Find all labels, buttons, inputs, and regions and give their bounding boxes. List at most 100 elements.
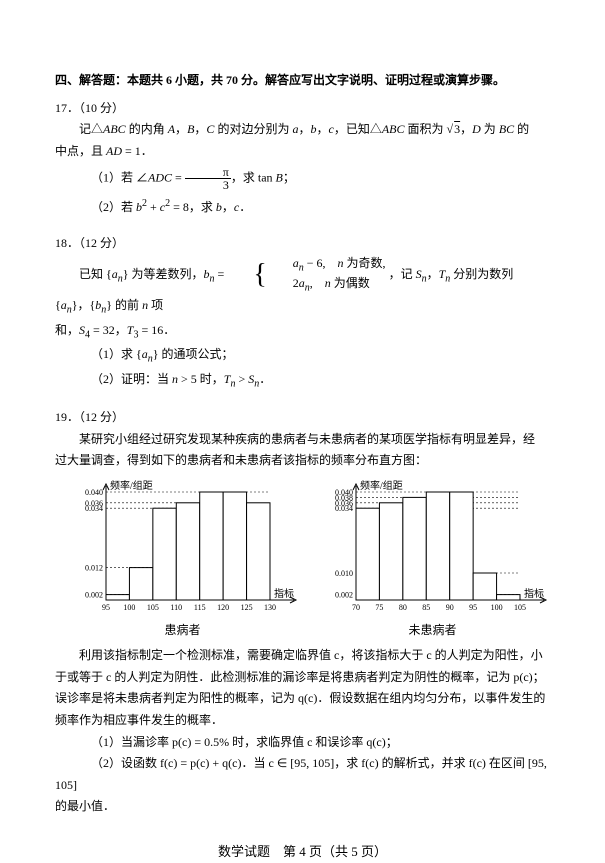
t: A <box>168 122 175 136</box>
t: 面积为 <box>405 122 447 136</box>
t: ， <box>175 122 187 136</box>
t: B <box>276 171 283 185</box>
svg-text:125: 125 <box>240 603 252 612</box>
t: ． <box>239 200 251 214</box>
t: ， <box>222 200 234 214</box>
q19-number: 19．（12 分） <box>55 407 550 429</box>
page-footer: 数学试题 第 4 页（共 5 页） <box>55 840 550 863</box>
q17-part2: （2）若 b2 + c2 = 8，求 b，c． <box>55 195 550 219</box>
svg-text:0.002: 0.002 <box>85 590 103 599</box>
t: （2）证明：当 <box>91 372 172 386</box>
q19-sub2a: （2）设函数 f(c) = p(c) + q(c)．当 c ∈ [95, 105… <box>55 753 550 796</box>
brace-icon: { <box>229 261 266 289</box>
t: 为 <box>481 122 499 136</box>
svg-text:75: 75 <box>375 603 383 612</box>
t: D <box>472 122 481 136</box>
svg-text:0.002: 0.002 <box>335 590 353 599</box>
t: − 6, <box>304 256 338 270</box>
q18-number: 18．（12 分） <box>55 233 550 255</box>
t: 的 <box>514 122 529 136</box>
t: ABC <box>382 122 405 136</box>
t: > <box>235 372 248 386</box>
t: = <box>215 267 228 281</box>
t: （1）若 ∠ <box>91 171 148 185</box>
t: } 的前 <box>106 298 142 312</box>
q19-sub2b: 的最小值． <box>55 796 550 818</box>
svg-text:100: 100 <box>490 603 502 612</box>
t: = <box>172 171 185 185</box>
t: 和， <box>55 323 79 337</box>
q19-p1: 利用该指标制定一个检测标准，需要确定临界值 c，将该指标大于 c 的人判定为阳性… <box>55 645 550 667</box>
chart2-wrap: 频率/组距指标0.0020.0100.0340.0360.0380.040707… <box>318 478 548 642</box>
svg-text:0.012: 0.012 <box>85 563 103 572</box>
svg-text:115: 115 <box>193 603 205 612</box>
t: 已知 { <box>79 267 112 281</box>
t: （2）若 <box>91 200 136 214</box>
t: 为奇数, <box>344 256 386 270</box>
chart2-histogram: 频率/组距指标0.0020.0100.0340.0360.0380.040707… <box>318 478 548 618</box>
q19-p4: 频率作为相应事件发生的概率． <box>55 710 550 732</box>
t: ，记 <box>389 267 416 281</box>
q19-body-line2: 过大量调查，得到如下的患病者和未患病者该指标的频率分布直方图： <box>55 450 550 472</box>
section-header: 四、解答题：本题共 6 小题，共 70 分。解答应写出文字说明、证明过程或演算步… <box>55 70 550 92</box>
q19-p3: 误诊率是将未患病者判定为阳性的概率，记为 q(c)．假设数据在组内均匀分布，以事… <box>55 688 550 710</box>
t: ， <box>316 122 328 136</box>
svg-text:指标: 指标 <box>274 587 294 600</box>
chart1-title: 患病者 <box>164 620 200 642</box>
t: ； <box>283 171 295 185</box>
t: BC <box>499 122 514 136</box>
q17-body-line1: 记△ABC 的内角 A，B，C 的对边分别为 a，b，c，已知△ABC 面积为 … <box>55 119 550 141</box>
t: + <box>147 200 160 214</box>
t: 中点，且 <box>55 144 106 158</box>
denominator: 3 <box>185 179 231 191</box>
t: ABC <box>103 122 126 136</box>
q18-part1: （1）求 {an} 的通项公式； <box>55 344 550 368</box>
fraction: π3 <box>185 166 231 191</box>
t: = 8，求 <box>170 200 216 214</box>
case2: 2an, n 为偶数 <box>269 275 386 295</box>
q17-part1: （1）若 ∠ADC = π3，求 tan B； <box>55 166 550 191</box>
t: ADC <box>148 171 172 185</box>
t: 为偶数 <box>331 276 370 290</box>
q18-body-line1: 已知 {an} 为等差数列，bn = { an − 6, n 为奇数, 2an,… <box>55 255 550 320</box>
svg-text:频率/组距: 频率/组距 <box>110 479 153 492</box>
t: ， <box>194 122 206 136</box>
piecewise: { an − 6, n 为奇数, 2an, n 为偶数 <box>227 255 385 296</box>
t: = 16． <box>138 323 175 337</box>
t: = 32， <box>90 323 127 337</box>
chart2-title: 未患病者 <box>408 620 456 642</box>
q17-number: 17．（10 分） <box>55 98 550 120</box>
svg-text:95: 95 <box>469 603 477 612</box>
q19-p2: 于或等于 c 的人判定为阴性．此检测标准的漏诊率是将患病者判定为阴性的概率，记为… <box>55 667 550 689</box>
svg-text:105: 105 <box>146 603 158 612</box>
svg-text:130: 130 <box>264 603 276 612</box>
t: > 5 时， <box>178 372 224 386</box>
svg-text:95: 95 <box>102 603 110 612</box>
t: √3 <box>447 122 461 136</box>
t: , <box>310 276 325 290</box>
q17-body-line2: 中点，且 AD = 1． <box>55 141 550 163</box>
svg-text:85: 85 <box>422 603 430 612</box>
t: } 的通项公式； <box>153 347 234 361</box>
t: = 1． <box>122 144 153 158</box>
svg-text:频率/组距: 频率/组距 <box>360 479 403 492</box>
cases: an − 6, n 为奇数, 2an, n 为偶数 <box>269 255 386 296</box>
t: }，{ <box>72 298 96 312</box>
case1: an − 6, n 为奇数, <box>269 255 386 275</box>
svg-text:0.040: 0.040 <box>85 488 103 497</box>
t: 记△ <box>79 122 103 136</box>
t: （1）求 { <box>91 347 142 361</box>
t: AD <box>106 144 122 158</box>
t: } 为等差数列， <box>123 267 204 281</box>
svg-text:0.040: 0.040 <box>335 488 353 497</box>
charts-row: 频率/组距指标0.0020.0120.0340.0360.04095100105… <box>55 478 550 642</box>
q18-body-line2: 和，S4 = 32，T3 = 16． <box>55 320 550 344</box>
q18-part2: （2）证明：当 n > 5 时，Tn > Sn． <box>55 369 550 393</box>
t: ， <box>460 122 472 136</box>
t: ，已知△ <box>334 122 382 136</box>
svg-text:80: 80 <box>398 603 406 612</box>
svg-text:120: 120 <box>217 603 229 612</box>
chart1-histogram: 频率/组距指标0.0020.0120.0340.0360.04095100105… <box>68 478 298 618</box>
t: 项 <box>148 298 163 312</box>
t: ， <box>427 267 439 281</box>
